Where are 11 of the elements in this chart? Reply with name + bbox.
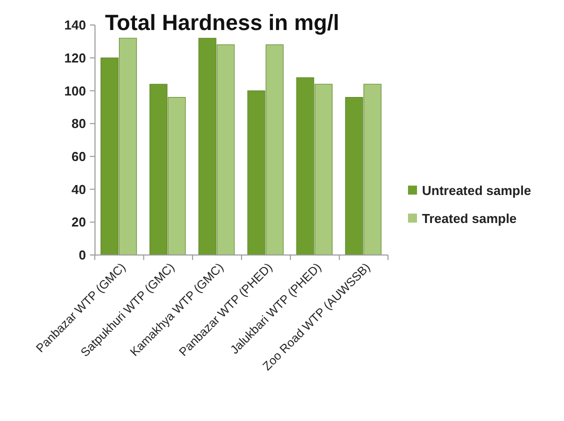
y-tick-label: 60 xyxy=(72,148,86,164)
y-tick-label: 40 xyxy=(72,182,86,197)
y-tick-label: 0 xyxy=(78,248,86,263)
chart-title: Total Hardness in mg/l xyxy=(105,10,340,35)
y-tick-label: 80 xyxy=(72,116,86,132)
legend-label: Untreated sample xyxy=(422,183,532,198)
y-tick-label: 140 xyxy=(64,18,86,33)
y-tick-label: 100 xyxy=(64,83,86,98)
legend-label: Treated sample xyxy=(422,211,517,226)
y-tick-label: 20 xyxy=(72,214,86,230)
y-tick-label: 120 xyxy=(64,50,86,66)
